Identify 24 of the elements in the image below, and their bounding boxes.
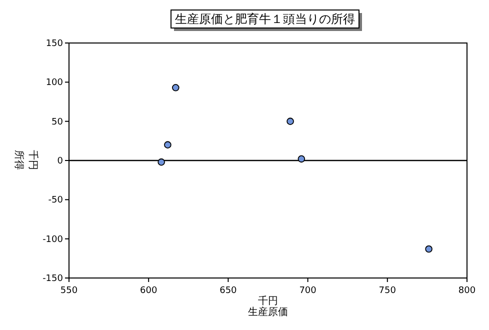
point [172, 84, 180, 92]
y-axis-title: 所得 [13, 150, 25, 170]
point [286, 118, 294, 125]
point [298, 155, 306, 163]
y-tick-label: 100 [46, 78, 64, 88]
text: 千円 [258, 295, 278, 307]
point [164, 141, 172, 148]
x-tick-label: 750 [378, 286, 396, 296]
x-axis-title: 生産原価 [248, 306, 288, 318]
chart-title: 生産原価と肥育牛１頭当りの所得 [175, 12, 355, 26]
text: 千円 [27, 150, 39, 170]
y-tick-label: -50 [48, 196, 64, 206]
point [158, 158, 165, 166]
x-tick-label: 600 [140, 286, 158, 296]
y-tick-label: -100 [42, 234, 64, 245]
y-tick-label: 0 [57, 156, 64, 166]
point [425, 245, 432, 253]
x-tick-label: 700 [299, 286, 317, 296]
x-tick-label: 800 [458, 286, 476, 296]
x-tick-label: 650 [220, 286, 238, 296]
x-tick-label: 550 [60, 286, 78, 296]
y-tick-label: 150 [46, 39, 64, 49]
y-tick-label: -150 [42, 274, 64, 284]
y-tick-label: 50 [52, 117, 64, 128]
